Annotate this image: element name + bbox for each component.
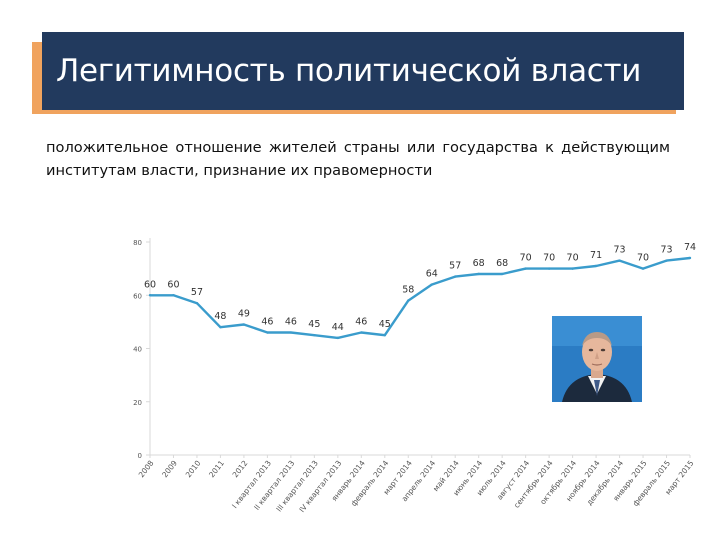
data-label: 45: [308, 319, 320, 330]
data-label: 70: [637, 253, 649, 264]
data-label: 48: [214, 311, 226, 322]
data-label: 46: [285, 317, 297, 328]
data-point: [665, 259, 668, 262]
portrait-photo-icon: [552, 316, 642, 402]
data-point: [688, 256, 692, 260]
data-point: [641, 267, 645, 270]
data-point: [242, 323, 246, 326]
data-point: [266, 331, 269, 334]
y-tick-label: 80: [133, 239, 142, 247]
data-label: 68: [473, 258, 485, 269]
data-point: [524, 267, 527, 270]
data-point: [571, 267, 574, 270]
data-label: 60: [144, 279, 156, 290]
x-tick-label: IV квартал 2013: [297, 459, 343, 515]
data-label: 60: [167, 279, 179, 290]
x-tick-label: 2009: [160, 459, 179, 480]
data-label: 70: [567, 253, 579, 264]
data-point: [547, 267, 551, 270]
data-point: [618, 259, 621, 262]
data-label: 73: [660, 245, 672, 256]
y-tick-label: 60: [133, 292, 142, 300]
x-tick-label: 2008: [137, 459, 156, 480]
data-label: 58: [402, 285, 414, 296]
data-point: [313, 333, 316, 337]
x-tick-label: III квартал 2013: [274, 459, 320, 514]
data-label: 46: [261, 317, 273, 328]
data-label: 49: [238, 309, 250, 320]
data-label: 44: [332, 322, 344, 333]
data-label: 74: [684, 242, 696, 253]
portrait-photo: [552, 316, 642, 402]
definition-text: положительное отношение жителей страны и…: [46, 139, 670, 179]
data-point: [148, 294, 152, 297]
data-label: 64: [426, 269, 438, 280]
data-point: [336, 336, 340, 340]
data-label: 57: [191, 287, 203, 298]
data-point: [383, 333, 386, 337]
data-point: [500, 272, 504, 276]
slide-title: Легитимность политической власти: [56, 53, 642, 89]
x-tick-label: 2010: [184, 459, 203, 480]
series-line: [150, 256, 691, 340]
y-tick-label: 20: [133, 399, 142, 407]
data-point: [360, 331, 363, 334]
data-point: [594, 264, 598, 268]
data-point: [477, 272, 480, 276]
data-label: 71: [590, 250, 602, 261]
data-label: 70: [520, 253, 532, 264]
data-point: [195, 302, 199, 305]
data-point: [454, 275, 457, 278]
data-label: 68: [496, 258, 508, 269]
title-banner: Легитимность политической власти: [42, 32, 684, 110]
data-point: [219, 326, 222, 329]
y-tick-label: 0: [138, 452, 142, 460]
data-label: 57: [449, 261, 461, 272]
data-point: [430, 283, 433, 286]
y-tick-label: 40: [133, 346, 142, 354]
data-label: 45: [379, 319, 391, 330]
data-label: 46: [355, 317, 367, 328]
data-label: 70: [543, 253, 555, 264]
data-label: 73: [614, 245, 626, 256]
x-tick-label: 2012: [231, 459, 250, 480]
data-point: [172, 294, 175, 297]
data-point: [407, 299, 410, 302]
data-point: [289, 331, 293, 334]
x-tick-label: 2011: [207, 459, 226, 480]
